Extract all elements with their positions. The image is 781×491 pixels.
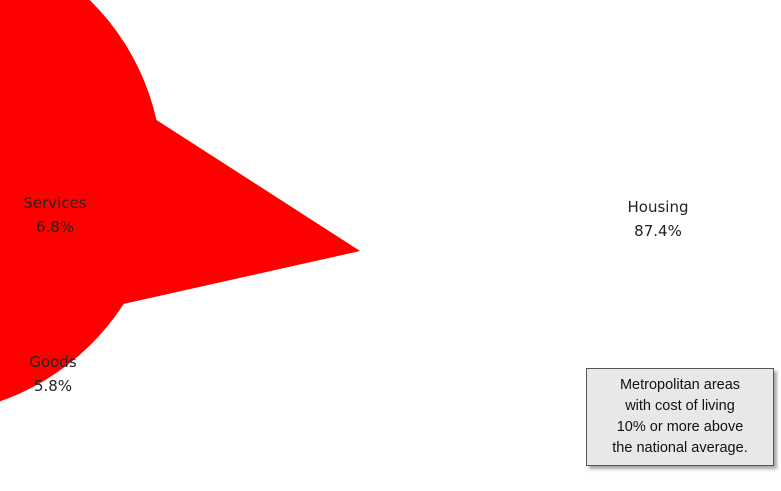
annotation-line: the national average. — [612, 440, 748, 456]
slice-label-goods: Goods 5.8% — [29, 353, 76, 395]
slice-label-services: Services 6.8% — [23, 194, 86, 236]
annotation-line: 10% or more above — [616, 419, 744, 435]
annotation-box: Metropolitan areas with cost of living 1… — [586, 368, 774, 466]
slice-labels: Housing 87.4% Goods 5.8% Services 6.8% — [23, 194, 688, 395]
annotation-line: with cost of living — [625, 398, 735, 414]
pie-slices — [0, 0, 361, 402]
annotation-line: Metropolitan areas — [619, 377, 741, 393]
pie-slice-housing — [0, 0, 360, 402]
slice-label-housing: Housing 87.4% — [628, 198, 689, 240]
